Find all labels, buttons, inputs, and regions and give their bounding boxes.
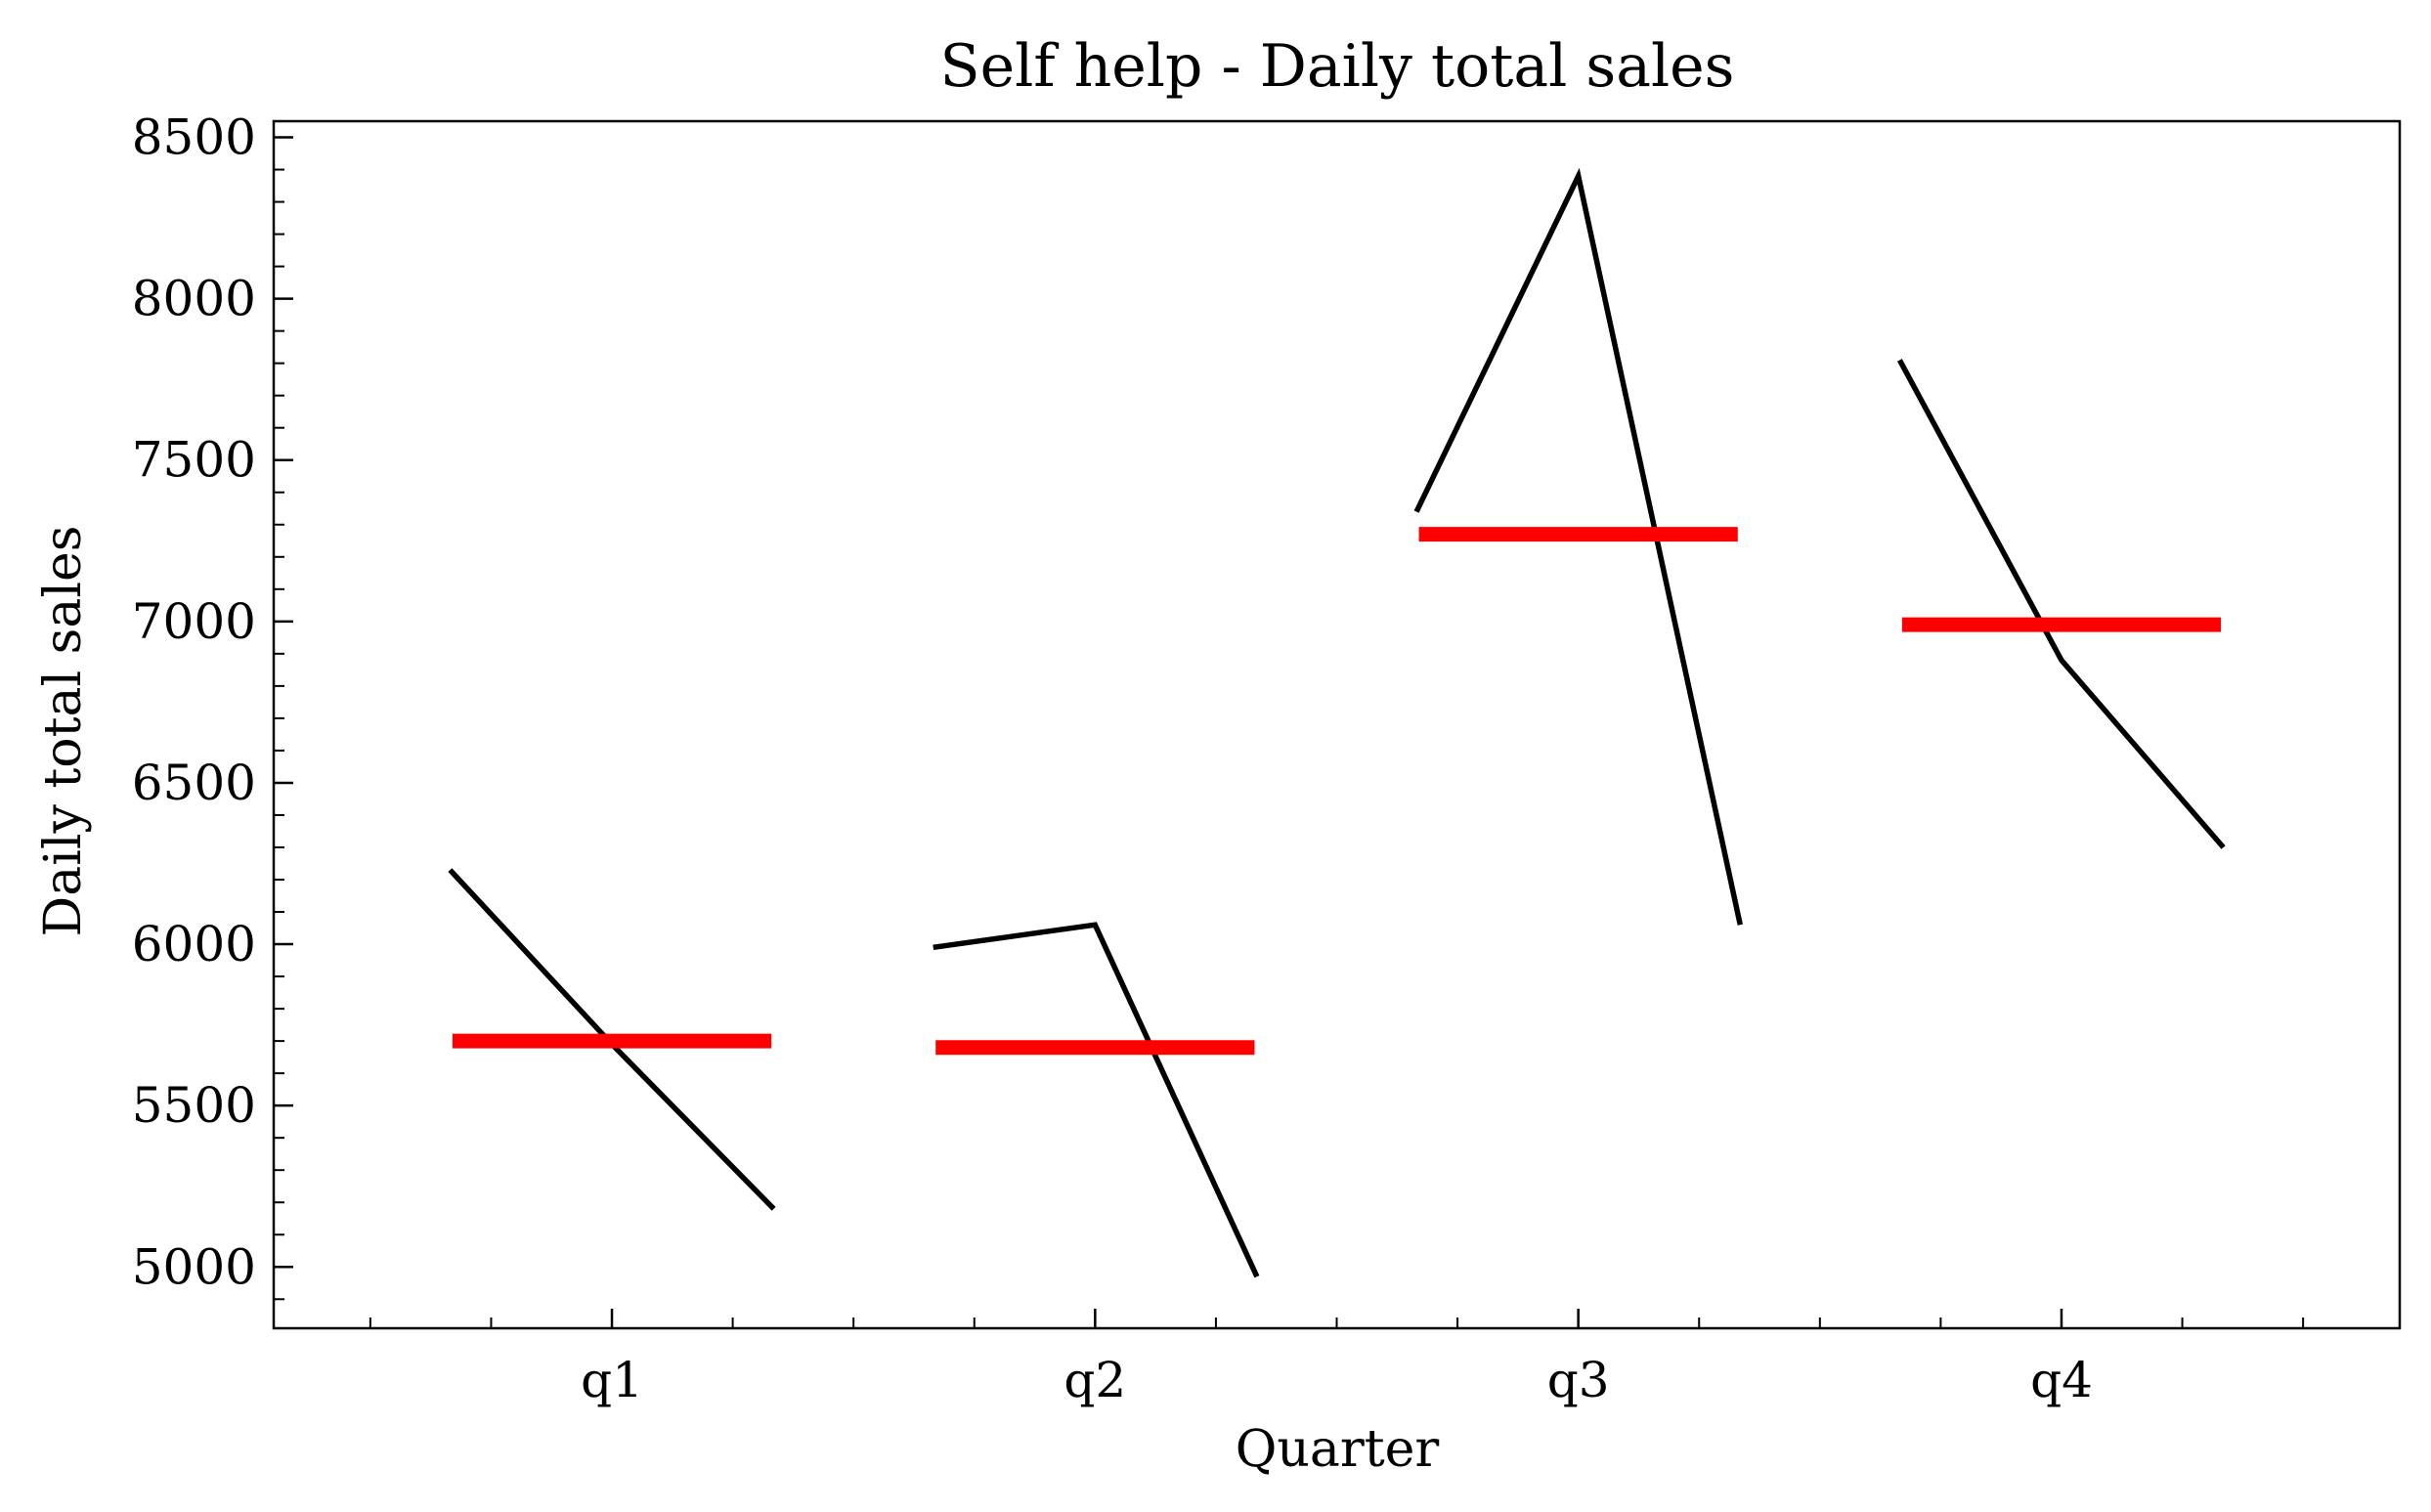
y-axis: 5000 5500 6000 6500 7000 7500 8000 8500 bbox=[132, 109, 293, 1301]
y-tick-label: 8000 bbox=[132, 271, 256, 327]
plot-area bbox=[272, 119, 2402, 1330]
y-tick-label: 8500 bbox=[132, 109, 256, 166]
y-tick-label: 5500 bbox=[132, 1077, 256, 1134]
y-axis-label: Daily total sales bbox=[34, 526, 93, 937]
x-axis: q1 q2 q3 q4 bbox=[369, 1309, 2305, 1408]
chart-title: Self help - Daily total sales bbox=[940, 32, 1735, 101]
series-line-q3 bbox=[1413, 167, 1743, 926]
x-tick-label-q4: q4 bbox=[2030, 1352, 2093, 1408]
series-line-q4 bbox=[1896, 359, 2226, 849]
plot-frame bbox=[272, 119, 2402, 1330]
series-line-q2 bbox=[933, 922, 1260, 1278]
y-tick-label: 7000 bbox=[132, 593, 256, 650]
y-tick-label: 6000 bbox=[132, 916, 256, 972]
x-tick-label-q1: q1 bbox=[581, 1352, 643, 1408]
y-tick-label: 6500 bbox=[132, 755, 256, 811]
y-tick-label: 7500 bbox=[132, 432, 256, 489]
x-tick-label-q3: q3 bbox=[1547, 1352, 1610, 1408]
x-axis-label: Quarter bbox=[1236, 1420, 1440, 1479]
x-tick-label-q2: q2 bbox=[1064, 1352, 1126, 1408]
y-tick-label: 5000 bbox=[132, 1238, 256, 1295]
